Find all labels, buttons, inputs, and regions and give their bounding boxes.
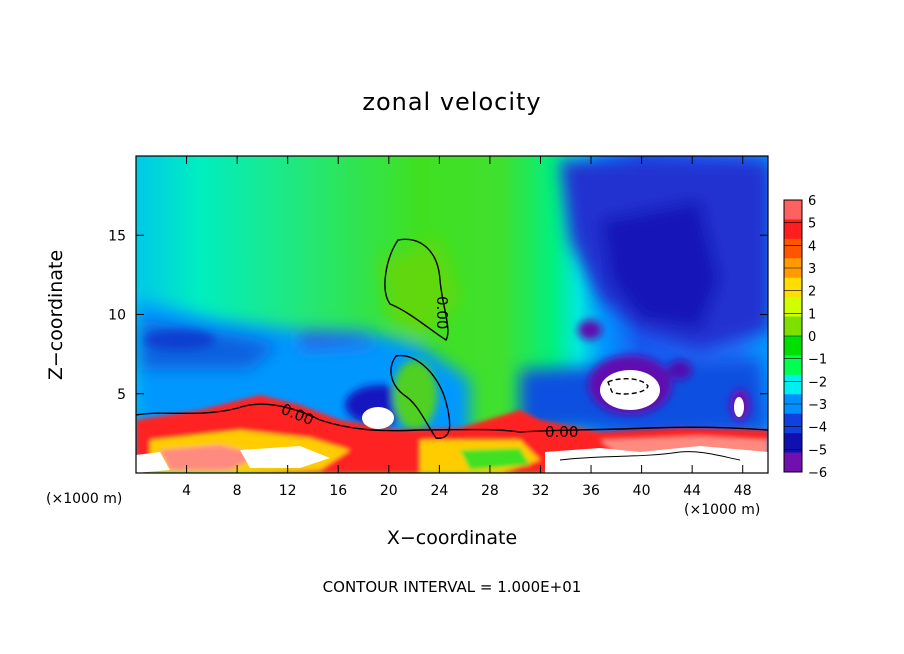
x-tick-label: 8 <box>233 483 242 499</box>
chart-title: zonal velocity <box>362 88 542 116</box>
colorbar-tick-label: 0 <box>808 330 816 345</box>
colorbar: 6 5 4 3 2 1 0 −1 −2 −3 −4 −5 −6 <box>783 194 827 481</box>
zero-contours <box>136 238 768 461</box>
x-unit-label-left: (×1000 m) <box>46 491 123 507</box>
y-tick-label: 15 <box>108 228 126 244</box>
heatmap-field <box>136 156 768 473</box>
colorbar-swatch <box>784 297 802 318</box>
contour-label: 0.00 <box>433 296 451 329</box>
x-tick-label: 40 <box>633 483 651 499</box>
colorbar-tick-label: 2 <box>808 285 816 300</box>
colorbar-tick-label: −6 <box>808 466 827 481</box>
x-tick-label: 36 <box>582 483 600 499</box>
colorbar-tick-label: 6 <box>808 194 816 209</box>
x-tick-label: 44 <box>683 483 701 499</box>
x-tick-label: 48 <box>734 483 752 499</box>
x-unit-label-right: (×1000 m) <box>684 502 761 518</box>
x-tick-label: 20 <box>380 483 398 499</box>
colorbar-swatch <box>784 219 802 240</box>
colorbar-tick-label: −3 <box>808 398 827 413</box>
colorbar-tick-label: 4 <box>808 239 816 254</box>
colorbar-swatch <box>784 374 802 395</box>
colorbar-swatch <box>784 277 802 298</box>
colorbar-swatch <box>784 200 802 220</box>
colorbar-tick-label: −5 <box>808 443 827 458</box>
colorbar-tick-label: 5 <box>808 217 816 232</box>
x-axis-label: X−coordinate <box>386 527 518 549</box>
x-tick-label: 32 <box>532 483 550 499</box>
colorbar-swatch <box>784 355 802 376</box>
colorbar-swatch <box>784 316 802 337</box>
colorbar-swatch <box>784 433 802 454</box>
x-tick-label: 24 <box>430 483 448 499</box>
colorbar-tick-label: 3 <box>808 262 816 277</box>
y-tick-label: 10 <box>108 308 126 324</box>
colorbar-tick-label: −2 <box>808 375 827 390</box>
colorbar-swatch <box>784 336 802 356</box>
colorbar-tick-label: −4 <box>808 421 827 436</box>
colorbar-swatch <box>784 238 802 259</box>
undefined-regions <box>136 370 768 473</box>
x-tick-label: 28 <box>481 483 499 499</box>
colorbar-tick-label: 1 <box>808 307 816 322</box>
contour-interval-note: CONTOUR INTERVAL = 1.000E+01 <box>322 578 582 596</box>
y-tick-label: 5 <box>117 387 126 403</box>
x-tick-label: 12 <box>279 483 297 499</box>
colorbar-tick-label: −1 <box>808 353 827 368</box>
x-tick-label: 16 <box>329 483 347 499</box>
colorbar-swatch <box>784 413 802 434</box>
contour-label: 0.00 <box>545 423 578 441</box>
colorbar-swatch <box>784 452 802 473</box>
x-tick-label: 4 <box>182 483 191 499</box>
